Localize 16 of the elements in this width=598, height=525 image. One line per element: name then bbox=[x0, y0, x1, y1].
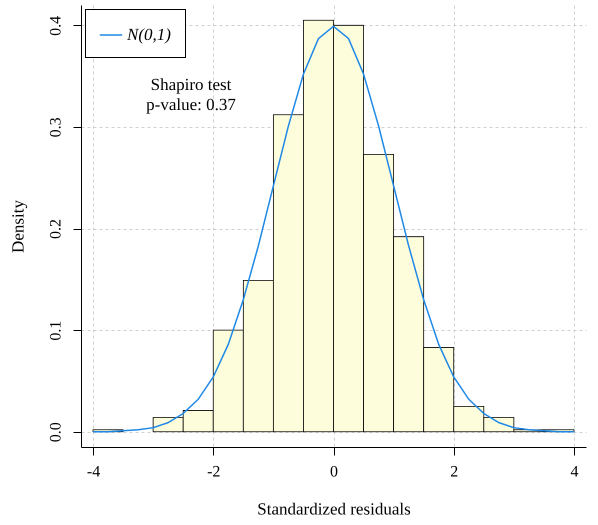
y-axis-title: Density bbox=[8, 200, 28, 253]
y-tick-label: 0.3 bbox=[48, 117, 64, 138]
line-series bbox=[92, 26, 575, 433]
y-tick-label: 0.0 bbox=[48, 422, 64, 442]
x-tick-label: -4 bbox=[86, 464, 100, 480]
x-axis-title: Standardized residuals bbox=[257, 500, 411, 518]
x-tick-label: 0 bbox=[330, 464, 338, 480]
annotation: p-value: 0.37 bbox=[146, 95, 236, 114]
y-tick-label: 0.1 bbox=[48, 320, 64, 341]
x-tick-label: 4 bbox=[570, 464, 578, 480]
annotation: Shapiro test bbox=[150, 75, 232, 94]
y-tick-label: 0.4 bbox=[48, 16, 64, 36]
x-tick-label: 2 bbox=[450, 464, 458, 480]
y-tick-label: 0.2 bbox=[48, 219, 64, 240]
x-tick-label: -2 bbox=[207, 464, 220, 480]
legend-label: N(0,1) bbox=[126, 25, 172, 44]
